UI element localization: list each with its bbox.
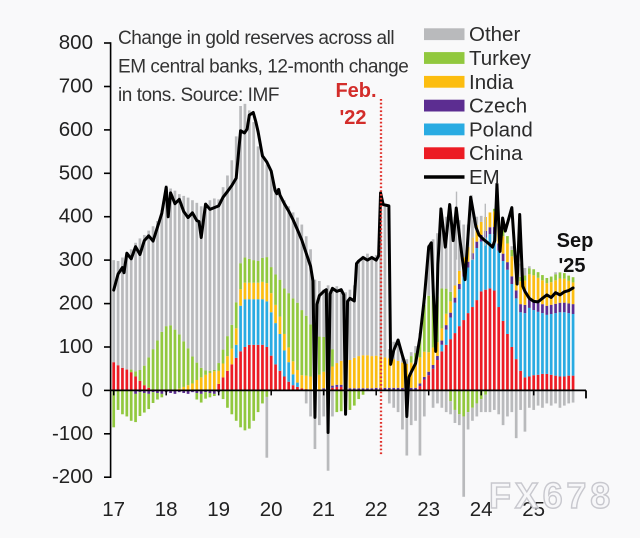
svg-text:EM: EM xyxy=(469,166,500,189)
svg-text:'22: '22 xyxy=(339,107,366,129)
svg-text:200: 200 xyxy=(59,292,93,315)
svg-text:'25: '25 xyxy=(558,255,585,277)
svg-text:Turkey: Turkey xyxy=(469,47,532,70)
svg-text:19: 19 xyxy=(207,498,230,521)
svg-text:23: 23 xyxy=(417,498,440,521)
svg-text:Change in gold reserves across: Change in gold reserves across all xyxy=(118,28,394,49)
svg-text:India: India xyxy=(469,71,514,94)
svg-text:100: 100 xyxy=(59,335,93,358)
svg-text:Sep: Sep xyxy=(557,230,594,252)
svg-text:800: 800 xyxy=(59,31,93,54)
svg-text:400: 400 xyxy=(59,205,93,228)
svg-text:600: 600 xyxy=(59,118,93,141)
svg-text:18: 18 xyxy=(155,498,178,521)
svg-text:300: 300 xyxy=(59,248,93,271)
svg-text:20: 20 xyxy=(260,498,283,521)
svg-text:in tons. Source: IMF: in tons. Source: IMF xyxy=(118,85,279,106)
svg-text:22: 22 xyxy=(365,498,388,521)
svg-text:Poland: Poland xyxy=(469,118,533,141)
svg-text:EM central banks, 12-month cha: EM central banks, 12-month change xyxy=(118,57,408,78)
svg-text:China: China xyxy=(469,142,523,165)
svg-text:0: 0 xyxy=(82,378,93,401)
svg-text:Czech: Czech xyxy=(469,95,527,118)
svg-text:24: 24 xyxy=(470,498,493,521)
svg-text:21: 21 xyxy=(312,498,335,521)
svg-text:Other: Other xyxy=(469,23,520,46)
svg-text:25: 25 xyxy=(522,498,545,521)
svg-text:700: 700 xyxy=(59,75,93,98)
svg-text:Feb.: Feb. xyxy=(335,80,376,102)
svg-text:-200: -200 xyxy=(52,465,93,488)
svg-text:-100: -100 xyxy=(52,422,93,445)
svg-text:FX678: FX678 xyxy=(489,475,614,516)
svg-text:17: 17 xyxy=(102,498,125,521)
svg-text:500: 500 xyxy=(59,161,93,184)
